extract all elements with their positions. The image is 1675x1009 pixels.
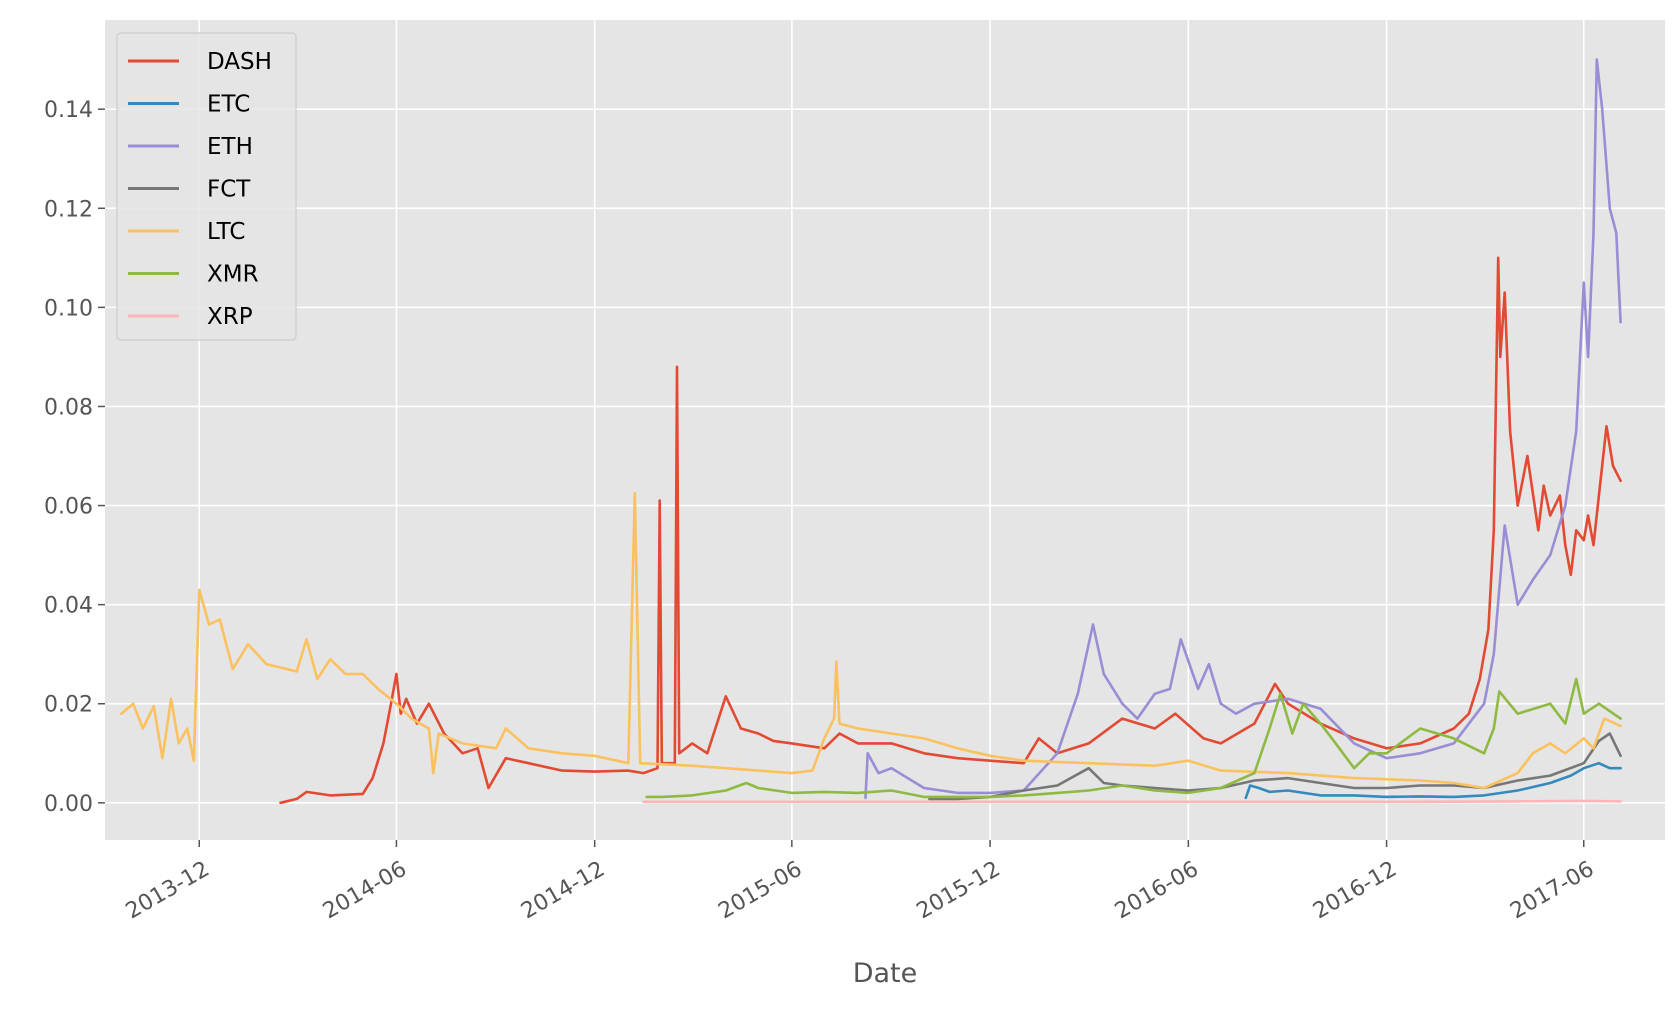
- x-tick-label: 2013-12: [122, 857, 214, 925]
- legend-label-ltc: LTC: [207, 219, 245, 245]
- y-tick-label: 0.10: [44, 296, 93, 321]
- y-tick-label: 0.14: [44, 98, 93, 123]
- legend-label-dash: DASH: [207, 49, 272, 75]
- legend-label-xmr: XMR: [207, 262, 259, 288]
- x-axis-title: Date: [853, 958, 918, 989]
- legend-label-eth: ETH: [207, 134, 253, 160]
- legend-label-etc: ETC: [207, 92, 250, 118]
- y-tick-label: 0.06: [44, 495, 93, 520]
- series-line-eth: [864, 58, 1622, 800]
- y-tick-label: 0.12: [44, 197, 93, 222]
- x-tick-label: 2016-06: [1111, 857, 1203, 925]
- legend: DASH ETC ETH FCT LTC XMR XRP: [116, 32, 297, 341]
- legend-label-fct: FCT: [207, 177, 251, 203]
- series-line-ltc: [120, 491, 1622, 790]
- plot-background: [105, 20, 1665, 840]
- grid: [105, 20, 1665, 840]
- y-tick-label: 0.02: [44, 693, 93, 718]
- x-tick-label: 2016-12: [1309, 857, 1401, 925]
- series-line-xrp: [642, 799, 1622, 804]
- y-tick-label: 0.00: [44, 792, 93, 817]
- y-tick-label: 0.04: [44, 594, 93, 619]
- x-tick-label: 2015-12: [913, 857, 1005, 925]
- series-line-xmr: [645, 677, 1622, 799]
- x-tick-label: 2015-06: [714, 857, 806, 925]
- series-lines: [120, 58, 1622, 805]
- y-tick-label: 0.08: [44, 395, 93, 420]
- legend-box: [116, 32, 297, 341]
- series-line-etc: [1244, 761, 1622, 800]
- x-tick-label: 2014-06: [319, 857, 411, 925]
- x-tick-label: 2017-06: [1506, 857, 1598, 925]
- series-line-fct: [928, 732, 1622, 801]
- legend-label-xrp: XRP: [207, 304, 253, 330]
- x-tick-label: 2014-12: [517, 857, 609, 925]
- series-line-dash: [279, 256, 1622, 805]
